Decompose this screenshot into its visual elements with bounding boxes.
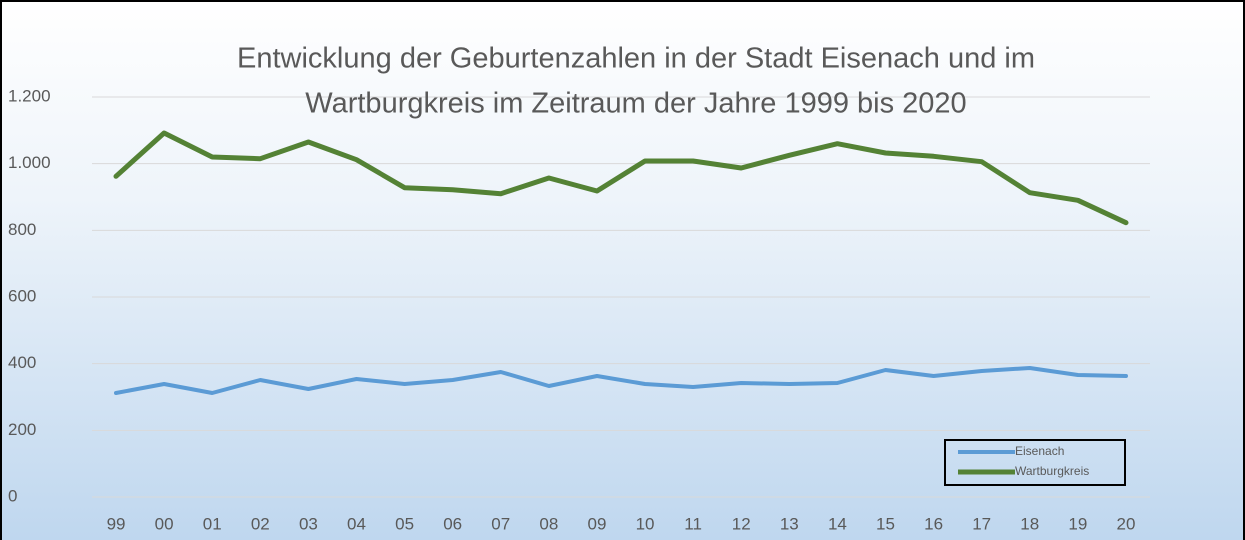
x-tick-label: 20 [1116,514,1135,533]
x-tick-label: 06 [443,514,462,533]
chart-title: Entwicklung der Geburtenzahlen in der St… [237,43,1035,75]
x-tick-label: 10 [636,514,655,533]
x-tick-label: 11 [684,514,702,533]
x-tick-label: 05 [395,514,414,533]
x-tick-label: 12 [732,514,751,533]
x-tick-label: 16 [924,514,943,533]
plot [113,130,1129,395]
x-tick-label: 99 [107,514,126,533]
legend-box [944,439,1126,486]
y-tick-label: 800 [8,220,36,239]
legend: Eisenach Wartburgkreis [944,439,1126,486]
x-tick-label: 04 [347,514,366,533]
x-tick-label: 09 [587,514,606,533]
grid [92,96,1150,498]
y-tick-label: 200 [8,420,36,439]
x-tick-label: 18 [1020,514,1039,533]
line-series [114,366,1128,395]
x-tick-label: 01 [203,514,222,533]
y-tick-label: 1.000 [8,153,51,172]
x-tick-label: 17 [972,514,991,533]
x-tick-label: 00 [155,514,174,533]
y-tick-label: 1.200 [8,86,51,105]
x-tick-label: 08 [539,514,558,533]
x-tick-label: 07 [491,514,510,533]
x-tick-label: 13 [780,514,799,533]
line-series [113,130,1129,226]
x-tick-label: 02 [251,514,270,533]
y-tick-label: 400 [8,353,36,372]
x-tick-label: 19 [1068,514,1087,533]
y-tick-label: 0 [8,486,17,505]
legend-label: Wartburgkreis [1015,464,1089,478]
x-tick-label: 03 [299,514,318,533]
x-tick-label: 15 [876,514,895,533]
x-tick-label: 14 [828,514,847,533]
y-tick-label: 600 [8,286,36,305]
legend-label: Eisenach [1015,444,1064,458]
chart-subtitle: Wartburgkreis im Zeitraum der Jahre 1999… [305,88,966,120]
